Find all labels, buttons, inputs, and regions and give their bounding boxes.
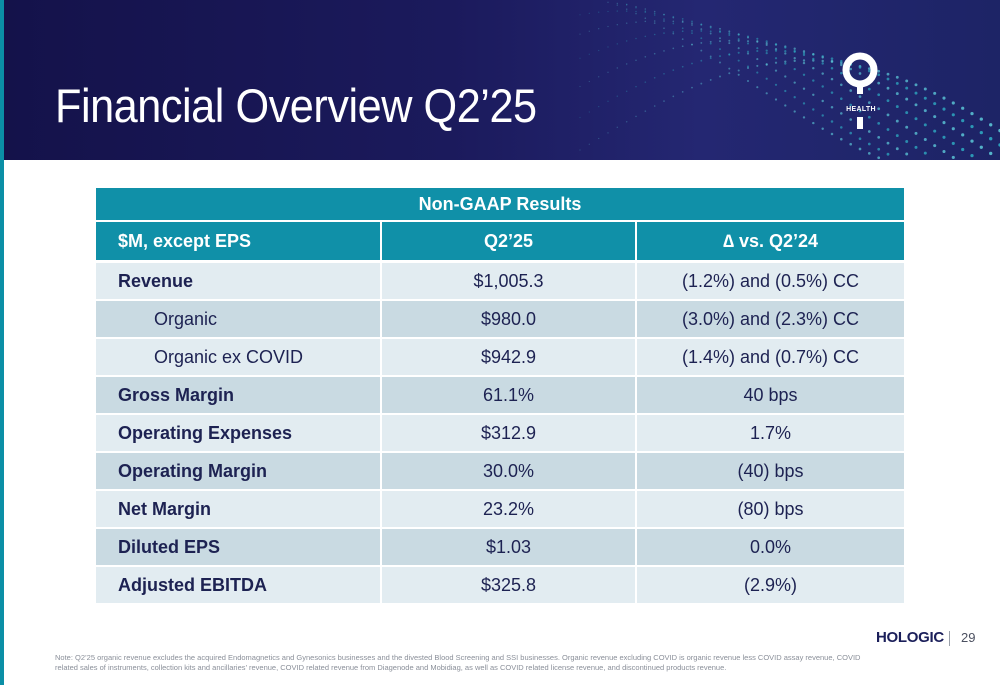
- table-row: Revenue $1,005.3 (1.2%) and (0.5%) CC: [96, 261, 905, 301]
- row-delta: (1.4%) and (0.7%) CC: [636, 338, 905, 377]
- left-accent-rule: [0, 0, 4, 685]
- row-label: Gross Margin: [96, 376, 382, 415]
- row-label: Revenue: [96, 261, 382, 301]
- row-value: 30.0%: [381, 452, 637, 491]
- row-value: $312.9: [381, 414, 637, 453]
- row-label: Diluted EPS: [96, 528, 382, 567]
- row-label: Adjusted EBITDA: [96, 566, 382, 605]
- row-delta: (3.0%) and (2.3%) CC: [636, 300, 905, 339]
- table-header-row: $M, except EPS Q2’25 ∆ vs. Q2’24: [96, 221, 905, 263]
- table-row: Diluted EPS $1.03 0.0%: [96, 528, 905, 567]
- row-delta: 40 bps: [636, 376, 905, 415]
- row-value: $325.8: [381, 566, 637, 605]
- row-label: Organic ex COVID: [96, 338, 382, 377]
- non-gaap-results-table: Non-GAAP Results $M, except EPS Q2’25 ∆ …: [96, 188, 905, 605]
- row-label: Operating Margin: [96, 452, 382, 491]
- row-value: $1.03: [381, 528, 637, 567]
- row-value: 23.2%: [381, 490, 637, 529]
- page-title: Financial Overview Q2’25: [55, 79, 537, 132]
- title-banner: Financial Overview Q2’25 HEALTH: [0, 0, 1000, 160]
- table-row: Organic $980.0 (3.0%) and (2.3%) CC: [96, 300, 905, 339]
- row-delta: (40) bps: [636, 452, 905, 491]
- page-number: 29: [961, 630, 976, 645]
- dot-wave-decoration: [579, 1, 1000, 160]
- health-logo-icon: [842, 52, 878, 129]
- page-divider: [949, 631, 950, 646]
- row-delta: 1.7%: [636, 414, 905, 453]
- row-delta: (1.2%) and (0.5%) CC: [636, 261, 905, 301]
- column-header-q225: Q2’25: [381, 221, 637, 263]
- row-delta: 0.0%: [636, 528, 905, 567]
- hologic-logo: HOLOGIC: [876, 629, 944, 646]
- logo-health-text: HEALTH: [846, 106, 876, 113]
- row-value: $1,005.3: [381, 261, 637, 301]
- table-row: Adjusted EBITDA $325.8 (2.9%): [96, 566, 905, 605]
- row-label: Organic: [96, 300, 382, 339]
- footnote: Note: Q2’25 organic revenue excludes the…: [55, 653, 861, 672]
- row-value: $942.9: [381, 338, 637, 377]
- table-banner: Non-GAAP Results: [96, 188, 905, 222]
- row-value: $980.0: [381, 300, 637, 339]
- row-label: Operating Expenses: [96, 414, 382, 453]
- row-delta: (2.9%): [636, 566, 905, 605]
- table-row: Operating Expenses $312.9 1.7%: [96, 414, 905, 453]
- column-header-delta: ∆ vs. Q2’24: [636, 221, 905, 263]
- table-row: Organic ex COVID $942.9 (1.4%) and (0.7%…: [96, 338, 905, 377]
- row-label: Net Margin: [96, 490, 382, 529]
- table-banner-row: Non-GAAP Results: [96, 188, 905, 222]
- table-row: Net Margin 23.2% (80) bps: [96, 490, 905, 529]
- row-value: 61.1%: [381, 376, 637, 415]
- table-row: Operating Margin 30.0% (40) bps: [96, 452, 905, 491]
- row-delta: (80) bps: [636, 490, 905, 529]
- table-row: Gross Margin 61.1% 40 bps: [96, 376, 905, 415]
- column-header-metric: $M, except EPS: [96, 221, 382, 263]
